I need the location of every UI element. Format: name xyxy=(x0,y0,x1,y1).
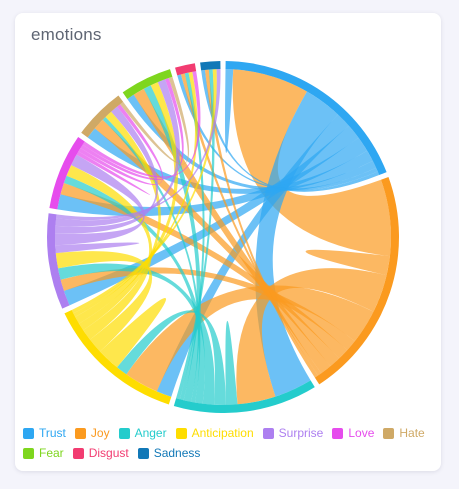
ribbon-surprise-surprise[interactable] xyxy=(55,242,140,254)
ribbon-anger-anger[interactable] xyxy=(225,320,238,405)
legend-swatch xyxy=(383,428,395,439)
legend-swatch xyxy=(23,448,34,459)
legend-swatch xyxy=(118,428,130,439)
ribbon-surprise-fear[interactable] xyxy=(55,79,180,227)
legend-item-fear[interactable]: Fear xyxy=(23,447,64,460)
legend-label: Hate xyxy=(399,426,425,440)
arc-love[interactable] xyxy=(49,137,85,210)
legend-swatch xyxy=(262,428,274,439)
arc-trust[interactable] xyxy=(225,61,387,176)
ribbon-joy-love[interactable] xyxy=(60,183,348,359)
chart-title: emotions xyxy=(31,25,102,44)
ribbon-joy-fear[interactable] xyxy=(133,88,331,374)
legend-label: Joy xyxy=(90,426,110,440)
ribbon-trust-trust[interactable] xyxy=(225,69,234,154)
ribbon-trust-joy[interactable] xyxy=(232,69,391,257)
legend-swatch xyxy=(137,448,149,459)
legend-item-anger[interactable]: Anger xyxy=(118,426,167,440)
ribbon-anger-disgust[interactable] xyxy=(179,72,205,401)
arc-anger[interactable] xyxy=(173,380,315,413)
ribbon-trust-anger[interactable] xyxy=(255,91,339,397)
legend-item-sadness[interactable]: Sadness xyxy=(137,446,201,460)
ribbon-anticipation-hate[interactable] xyxy=(79,111,161,331)
legend-item-joy[interactable]: Joy xyxy=(74,426,110,440)
legend-label: Sadness xyxy=(153,446,201,460)
legend-item-surprise[interactable]: Surprise xyxy=(262,426,324,440)
chart-legend: Trust Joy Anger Anticipation Surprise Love Hat… xyxy=(23,427,435,460)
ribbon-joy-anger[interactable] xyxy=(236,268,387,405)
legend-swatch xyxy=(175,428,187,439)
arc-joy[interactable] xyxy=(314,177,399,385)
legend-label: Anger xyxy=(134,426,167,440)
legend-item-disgust[interactable]: Disgust xyxy=(72,446,129,460)
legend-swatch xyxy=(74,428,86,439)
ribbon-surprise-love[interactable] xyxy=(54,154,145,246)
arc-hate[interactable] xyxy=(81,95,124,138)
arc-anticipation[interactable] xyxy=(64,309,172,405)
ribbon-joy-joy[interactable] xyxy=(305,249,390,276)
legend-label: Anticipation xyxy=(191,426,254,440)
ribbon-hate-fear[interactable] xyxy=(120,76,190,165)
legend-label: Disgust xyxy=(88,446,129,460)
legend-swatch xyxy=(23,428,34,439)
legend-label: Trust xyxy=(39,426,66,440)
chord-diagram xyxy=(47,61,399,413)
ribbon-anticipation-love[interactable] xyxy=(66,165,153,340)
legend-item-hate[interactable]: Hate xyxy=(383,426,425,440)
ribbon-anticipation-anticipation[interactable] xyxy=(100,297,167,368)
ribbon-love-love[interactable] xyxy=(76,151,151,196)
legend-item-anticipation[interactable]: Anticipation xyxy=(175,426,254,440)
ribbon-trust-love[interactable] xyxy=(57,137,368,217)
ribbon-anticipation-surprise[interactable] xyxy=(55,251,153,352)
chart-card: emotions Trust Joy Anger Anticipation Surpri… xyxy=(15,13,441,471)
ribbon-anger-anticipation[interactable] xyxy=(117,310,226,406)
arc-surprise[interactable] xyxy=(47,213,70,309)
ribbon-trust-disgust[interactable] xyxy=(177,74,378,191)
ribbon-love-hate[interactable] xyxy=(78,104,163,185)
ribbon-trust-sadness[interactable] xyxy=(201,69,380,192)
legend-item-trust[interactable]: Trust xyxy=(23,427,66,440)
arc-fear[interactable] xyxy=(122,69,173,99)
arc-disgust[interactable] xyxy=(175,63,197,76)
legend-item-love[interactable]: Love xyxy=(332,427,374,440)
legend-label: Fear xyxy=(39,446,64,460)
legend-swatch xyxy=(332,428,344,439)
legend-swatch xyxy=(72,448,84,459)
arc-sadness[interactable] xyxy=(200,61,221,71)
ribbon-trust-surprise[interactable] xyxy=(63,125,359,306)
legend-label: Love xyxy=(348,426,375,440)
legend-label: Surprise xyxy=(278,426,324,440)
